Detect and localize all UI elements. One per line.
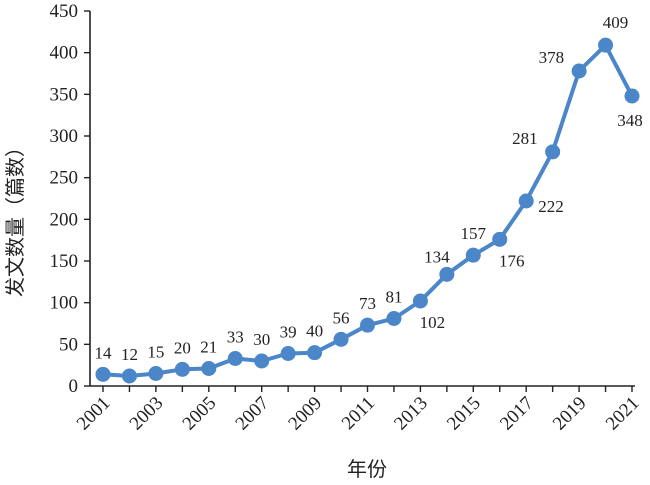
data-label: 73 bbox=[359, 294, 376, 313]
y-tick-label: 0 bbox=[69, 376, 79, 397]
y-tick-label: 350 bbox=[50, 84, 79, 105]
y-tick-label: 450 bbox=[50, 1, 79, 22]
data-point bbox=[412, 293, 428, 309]
x-tick-label: 2011 bbox=[338, 393, 379, 434]
data-label: 15 bbox=[147, 343, 164, 362]
data-label: 40 bbox=[306, 322, 323, 341]
data-label: 176 bbox=[499, 251, 525, 270]
x-tick-label: 2021 bbox=[602, 393, 644, 435]
data-point bbox=[95, 366, 111, 382]
data-label: 14 bbox=[95, 343, 113, 362]
y-tick-label: 400 bbox=[50, 43, 79, 64]
data-label: 281 bbox=[512, 129, 538, 148]
data-label: 20 bbox=[174, 338, 191, 357]
data-point bbox=[571, 63, 587, 79]
data-point bbox=[121, 368, 137, 384]
x-tick-label: 2005 bbox=[179, 393, 221, 435]
data-label: 409 bbox=[603, 13, 629, 32]
data-label: 21 bbox=[200, 338, 217, 357]
y-tick-label: 100 bbox=[50, 293, 79, 314]
x-tick-label: 2017 bbox=[496, 393, 538, 435]
data-label: 348 bbox=[617, 111, 643, 130]
data-point bbox=[201, 361, 217, 376]
x-tick-label: 2019 bbox=[549, 393, 591, 435]
data-point bbox=[254, 353, 270, 369]
data-label: 30 bbox=[253, 330, 270, 349]
x-tick-label: 2007 bbox=[232, 393, 274, 435]
series-layer: 14 12 15 20 21 33 30 39 40 56 73 81 102 134 157 176 222 2… bbox=[95, 13, 643, 384]
data-label: 222 bbox=[538, 197, 564, 216]
data-point bbox=[280, 346, 296, 361]
x-axis-title: 年份 bbox=[347, 458, 387, 481]
y-tick-label: 250 bbox=[50, 168, 79, 189]
data-point bbox=[545, 144, 561, 160]
y-axis-title: 发文数量（篇数） bbox=[4, 137, 27, 297]
x-tick-label: 2003 bbox=[126, 393, 168, 435]
data-point bbox=[518, 193, 534, 209]
data-point bbox=[174, 361, 190, 377]
data-point bbox=[439, 266, 455, 282]
data-label: 81 bbox=[385, 288, 402, 307]
y-tick-label: 150 bbox=[50, 251, 79, 272]
x-tick-label: 2009 bbox=[284, 393, 326, 435]
data-label: 33 bbox=[227, 328, 244, 347]
data-label: 39 bbox=[280, 323, 297, 342]
y-tick-label: 300 bbox=[50, 126, 79, 147]
x-tick-label: 2015 bbox=[443, 393, 485, 435]
data-point bbox=[360, 317, 375, 333]
data-label: 56 bbox=[333, 308, 350, 327]
data-point bbox=[386, 311, 402, 326]
data-point bbox=[465, 247, 481, 263]
data-label: 378 bbox=[539, 48, 565, 67]
data-point bbox=[598, 37, 614, 53]
data-label: 134 bbox=[424, 247, 450, 266]
data-point bbox=[307, 345, 323, 361]
data-point bbox=[492, 231, 508, 247]
data-point bbox=[624, 88, 640, 104]
data-point bbox=[148, 366, 164, 381]
data-label: 157 bbox=[461, 224, 487, 243]
data-label: 12 bbox=[121, 345, 138, 364]
y-tick-label: 200 bbox=[50, 209, 79, 230]
data-point bbox=[333, 331, 349, 347]
data-label: 102 bbox=[420, 313, 446, 332]
data-point bbox=[227, 351, 243, 366]
x-tick-label: 2001 bbox=[73, 393, 115, 435]
y-tick-label: 50 bbox=[59, 334, 78, 355]
x-tick-label: 2013 bbox=[390, 393, 432, 435]
